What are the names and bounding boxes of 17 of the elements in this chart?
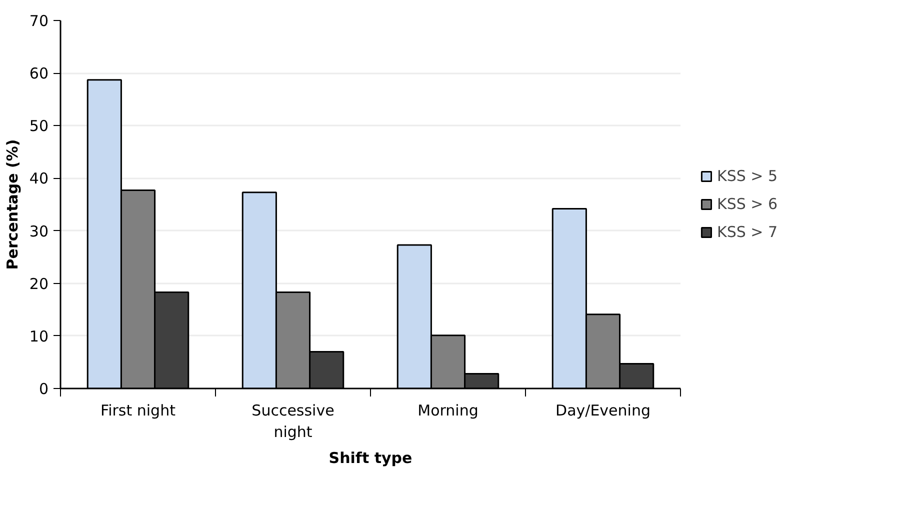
legend-label: KSS > 6 (717, 195, 778, 213)
x-axis-title: Shift type (328, 449, 412, 468)
y-tick-label: 10 (29, 327, 49, 346)
x-tick-label: Day/Evening (556, 402, 650, 420)
y-tick-label: 60 (29, 64, 49, 83)
x-tick-label: Morning (418, 402, 478, 420)
y-tick-label: 20 (29, 274, 49, 293)
y-axis-title: Percentage (%) (3, 139, 22, 270)
x-tick-label: Successive night (252, 402, 334, 442)
legend-label: KSS > 5 (717, 167, 778, 185)
y-tick-label: 0 (38, 380, 49, 398)
legend-label: KSS > 7 (717, 223, 778, 241)
y-tick-label: 70 (29, 12, 49, 30)
x-tick-label: First night (100, 402, 176, 420)
y-tick-label: 50 (29, 117, 49, 136)
y-tick-label: 30 (29, 222, 49, 240)
y-tick-label: 40 (29, 170, 49, 188)
